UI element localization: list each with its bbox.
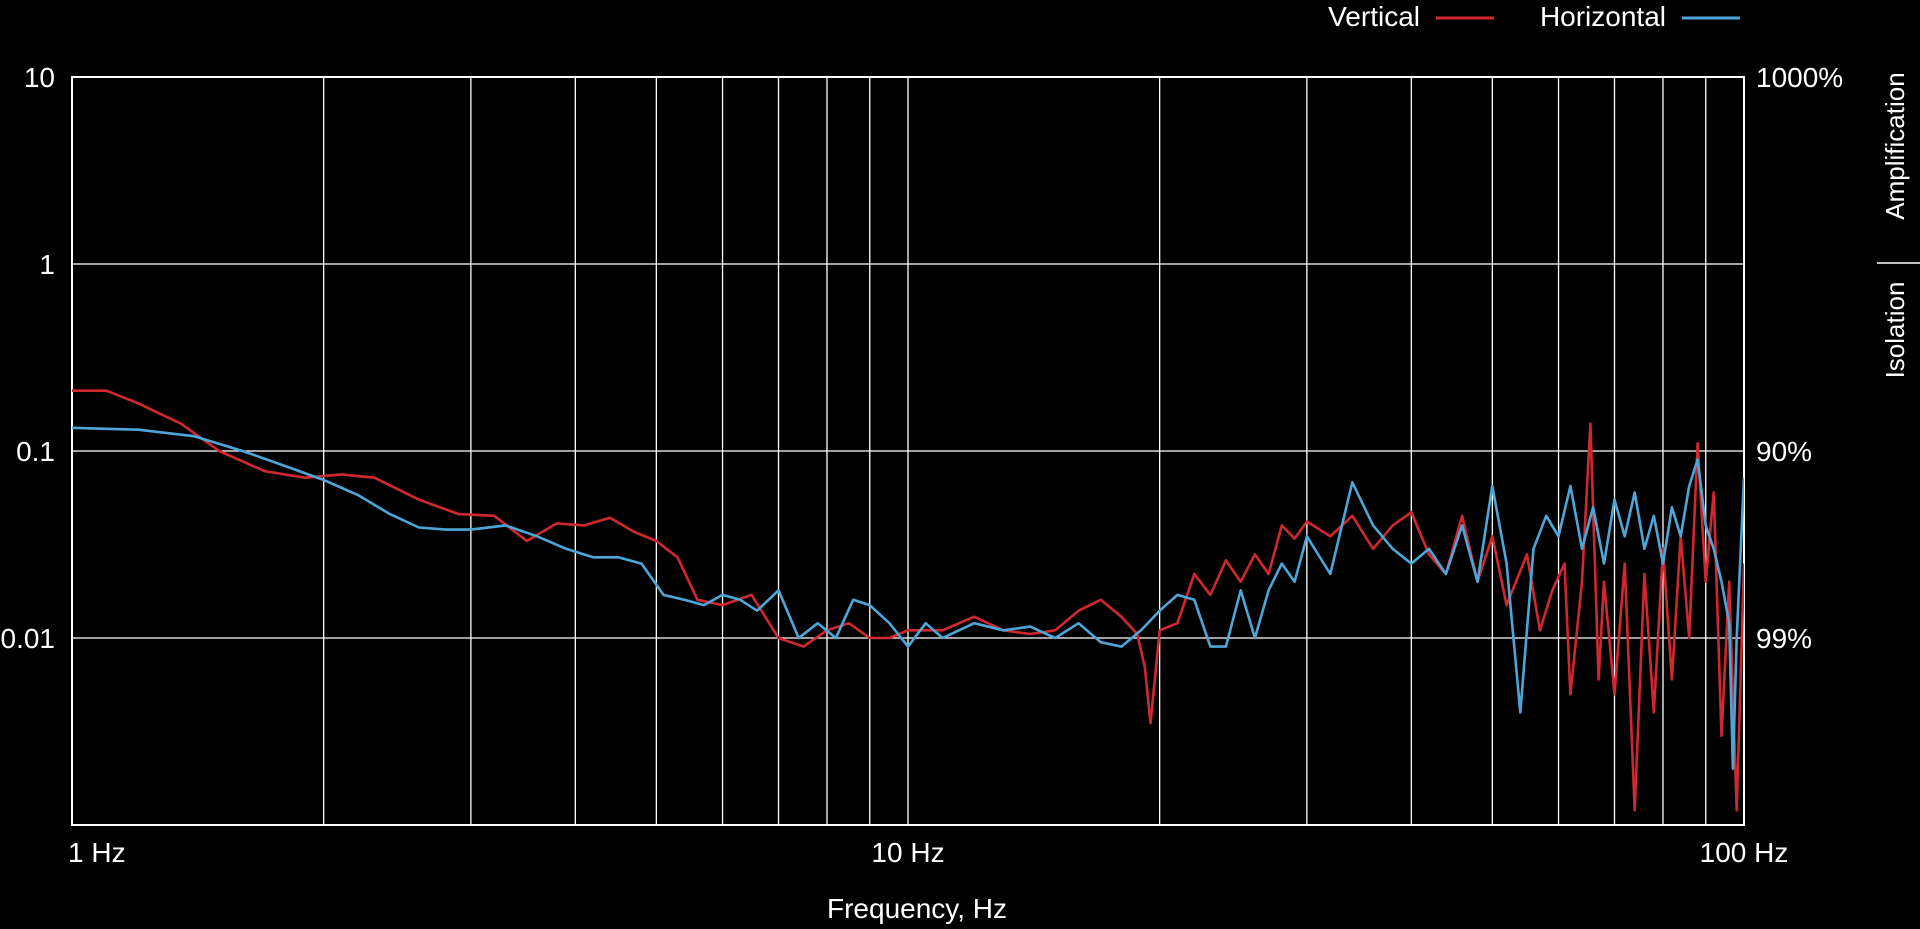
amplification-label: Amplification <box>1880 72 1910 219</box>
legend-vertical-label: Vertical <box>1328 1 1420 32</box>
tick-labels: 1 Hz 10 Hz 100 Hz 10 1 0.1 0.01 1000% 90% 99% <box>1 62 1844 868</box>
plot-frame <box>71 76 1745 826</box>
y-tick-label: 1 <box>39 249 55 280</box>
series-lines <box>72 389 1744 812</box>
legend-horizontal-label: Horizontal <box>1540 1 1666 32</box>
x-tick-label: 1 Hz <box>68 837 126 868</box>
x-axis-label: Frequency, Hz <box>827 893 1007 924</box>
right-axis-tick-label: 99% <box>1756 623 1812 654</box>
y-tick-label: 0.01 <box>1 623 56 654</box>
legend: Vertical Horizontal <box>1328 1 1740 32</box>
grid <box>72 77 1744 825</box>
right-axis-tick-label: 1000% <box>1756 62 1843 93</box>
y-tick-label: 0.1 <box>16 436 55 467</box>
x-tick-label: 100 Hz <box>1700 837 1789 868</box>
series-line-vertical <box>72 389 1744 812</box>
x-tick-label: 10 Hz <box>871 837 944 868</box>
series-line-horizontal <box>72 426 1744 771</box>
y-tick-label: 10 <box>24 62 55 93</box>
right-axis-tick-label: 90% <box>1756 436 1812 467</box>
isolation-label: Isolation <box>1880 282 1910 379</box>
